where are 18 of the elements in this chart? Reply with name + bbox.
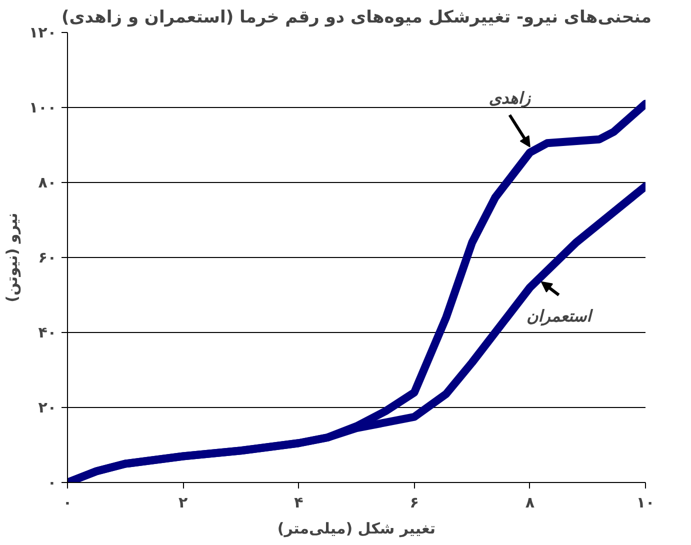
y-tick-label: ۱۲۰ xyxy=(29,24,57,42)
y-tick-label: ۴۰ xyxy=(38,324,56,342)
x-tick-label: ۶ xyxy=(410,494,419,512)
y-tick-label: ۸۰ xyxy=(38,174,56,192)
annotation: زاهدی xyxy=(488,88,532,108)
y-tick-label: ۶۰ xyxy=(38,248,56,266)
x-tick-label: ۲ xyxy=(178,494,188,512)
y-axis-title: نیرو (نیوتن) xyxy=(3,212,22,302)
chart-title: منحنی‌های نیرو- تغییرشکل میوه‌های دو رقم خرما (استعمران و زاهدی) xyxy=(61,8,652,28)
x-tick-label: ۰ xyxy=(62,494,72,512)
y-tick-label: ۲۰ xyxy=(38,398,56,416)
x-tick-label: ۱۰ xyxy=(636,494,655,512)
x-tick-label: ۴ xyxy=(294,494,304,512)
annotation: استعمران xyxy=(526,306,594,326)
x-tick-label: ۸ xyxy=(525,494,534,512)
y-tick-label: ۱۰۰ xyxy=(29,98,57,116)
x-axis-title: تغییر شکل (میلی‌متر) xyxy=(277,520,436,538)
y-tick-label: ۰ xyxy=(47,474,56,492)
